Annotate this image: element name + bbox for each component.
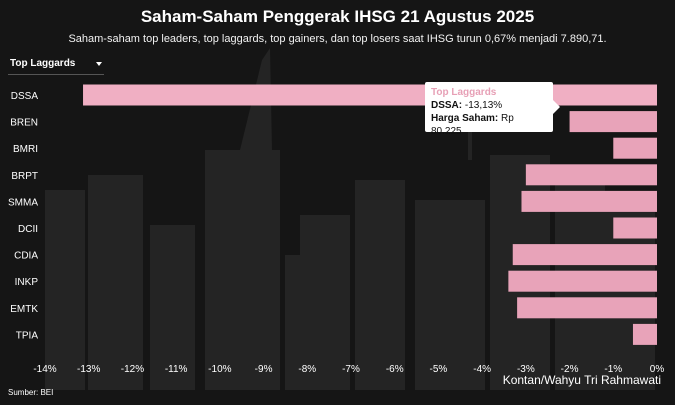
bar-bmri <box>613 137 657 159</box>
skyline-building-2 <box>88 175 143 390</box>
x-tick-label: -3% <box>517 364 535 375</box>
category-label-brpt: BRPT <box>11 171 38 182</box>
data-tooltip: Top Laggards DSSA: -13,13% Harga Saham: … <box>425 82 560 137</box>
tooltip-ticker-value: -13,13% <box>464 100 503 111</box>
skyline-building-3 <box>150 225 195 390</box>
bar-tpia <box>632 323 657 345</box>
dropdown-selected-label: Top Laggards <box>10 58 76 69</box>
skyline-building-8 <box>415 200 485 390</box>
x-tick-label: -10% <box>208 364 231 375</box>
tooltip-price-row: Harga Saham: Rp 80.225 <box>431 112 547 138</box>
bar-dcii <box>613 217 657 239</box>
x-tick-label: -2% <box>561 364 579 375</box>
bar-inkp <box>508 270 657 292</box>
category-label-bren: BREN <box>10 118 38 129</box>
category-labels-group: DSSA BREN BMRI BRPT SMMA DCII CDIA INKP EMTK TPIA <box>8 91 38 341</box>
category-label-emtk: EMTK <box>10 304 38 315</box>
tooltip-price-value: Rp 80.225 <box>431 113 514 137</box>
skyline-building-7 <box>355 180 405 390</box>
chart-subtitle: Saham-saham top leaders, top laggards, t… <box>68 33 607 45</box>
x-tick-label: -4% <box>473 364 491 375</box>
category-label-tpia: TPIA <box>16 330 39 341</box>
bar-dssa <box>83 84 657 106</box>
skyline-building-6 <box>300 215 350 390</box>
x-tick-label: -8% <box>298 364 316 375</box>
x-tick-label: -14% <box>33 364 56 375</box>
x-tick-label: -7% <box>342 364 360 375</box>
category-label-inkp: INKP <box>15 277 39 288</box>
bar-cdia <box>512 244 657 266</box>
city-skyline-background <box>45 48 655 390</box>
category-label-cdia: CDIA <box>14 251 38 262</box>
x-tick-label: -11% <box>165 364 188 375</box>
x-tick-label: 0% <box>650 364 665 375</box>
tooltip-ticker-label: DSSA: <box>431 100 463 111</box>
tooltip-heading: Top Laggards <box>431 87 497 98</box>
x-tick-label: -9% <box>255 364 273 375</box>
credit-text: Kontan/Wahyu Tri Rahmawati <box>502 373 661 387</box>
category-label-smma: SMMA <box>8 197 38 208</box>
source-text: Sumber: BEI <box>8 388 54 397</box>
bar-bren <box>569 111 657 133</box>
category-dropdown[interactable]: Top Laggards <box>8 54 104 75</box>
bar-smma <box>521 190 657 212</box>
x-tick-label: -1% <box>604 364 622 375</box>
x-tick-label: -12% <box>121 364 144 375</box>
skyline-building-4 <box>205 150 280 390</box>
x-tick-label: -5% <box>430 364 448 375</box>
bar-brpt <box>525 164 657 186</box>
x-axis-tick-labels-group: -14% -13% -12% -11% -10% -9% -8% -7% -6% -5% -4% -3… <box>33 364 664 375</box>
x-tick-label: -13% <box>77 364 100 375</box>
chevron-down-icon <box>96 62 102 66</box>
category-label-bmri: BMRI <box>13 144 38 155</box>
bar-emtk <box>517 297 657 319</box>
chart-title: Saham-Saham Penggerak IHSG 21 Agustus 20… <box>140 7 535 26</box>
skyline-building-1 <box>45 190 85 390</box>
category-label-dssa: DSSA <box>11 91 39 102</box>
x-tick-label: -6% <box>386 364 404 375</box>
tooltip-ticker-row: DSSA: -13,13% <box>431 99 547 112</box>
tooltip-price-label: Harga Saham: <box>431 113 499 124</box>
bars-group <box>83 84 657 345</box>
category-label-dcii: DCII <box>18 224 38 235</box>
